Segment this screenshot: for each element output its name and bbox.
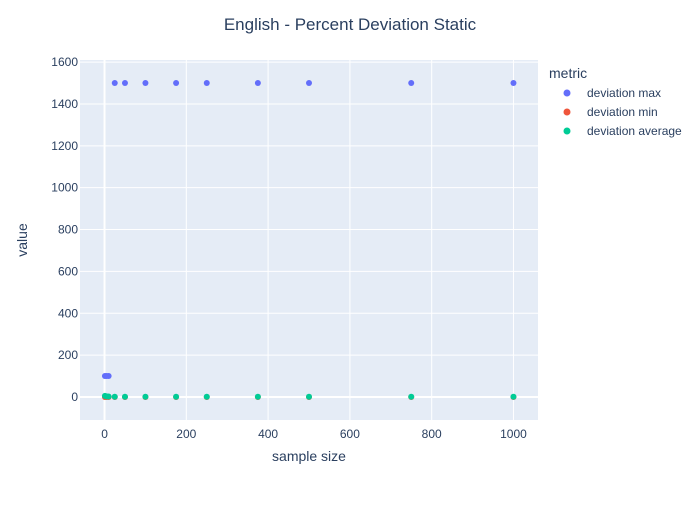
data-point [105, 393, 112, 400]
x-tick-label: 400 [258, 427, 278, 441]
y-axis-ticks: 0 200 400 600 800 1000 1200 1400 1600 [51, 55, 78, 404]
data-point [203, 393, 210, 400]
legend-title: metric [549, 65, 587, 81]
data-point [510, 393, 517, 400]
data-point [121, 80, 128, 87]
y-tick-label: 1000 [51, 181, 78, 195]
data-point [121, 393, 128, 400]
legend-marker [563, 89, 571, 97]
legend-item[interactable]: deviation average [563, 124, 683, 138]
data-point [306, 80, 312, 87]
x-tick-label: 800 [422, 427, 442, 441]
legend-item[interactable]: deviation max [563, 86, 662, 100]
data-point [306, 393, 312, 400]
legend-items[interactable]: deviation max deviation min deviation aver… [563, 86, 683, 138]
data-point [111, 393, 118, 400]
legend-marker [563, 127, 571, 135]
y-tick-label: 200 [58, 348, 78, 362]
y-tick-label: 0 [71, 390, 78, 404]
data-point [173, 393, 180, 400]
y-tick-label: 800 [58, 223, 78, 237]
legend-item[interactable]: deviation min [563, 105, 658, 119]
data-point [105, 373, 112, 380]
data-point [408, 80, 415, 87]
x-axis-ticks: 0 200 400 600 800 1000 [101, 427, 527, 441]
x-tick-label: 200 [176, 427, 196, 441]
data-point [254, 80, 261, 87]
x-tick-label: 0 [101, 427, 108, 441]
chart-title: English - Percent Deviation Static [224, 15, 477, 34]
y-tick-label: 1400 [51, 97, 78, 111]
data-point [173, 80, 180, 87]
plot-area [80, 60, 538, 420]
data-point [203, 80, 210, 87]
y-axis-title: value [14, 223, 30, 257]
data-point [142, 393, 149, 400]
series-deviation-average [101, 392, 517, 400]
data-point [142, 80, 149, 87]
legend-label: deviation max [587, 86, 661, 100]
x-tick-label: 1000 [500, 427, 527, 441]
y-tick-label: 1200 [51, 139, 78, 153]
y-tick-label: 1600 [51, 55, 78, 69]
series-deviation-max [101, 80, 517, 380]
y-tick-label: 400 [58, 306, 78, 320]
x-axis-title: sample size [272, 448, 346, 464]
data-point [111, 80, 118, 87]
legend-label: deviation min [587, 105, 658, 119]
data-point [408, 393, 415, 400]
x-tick-label: 600 [340, 427, 360, 441]
grid-lines [80, 60, 538, 420]
data-points [101, 80, 517, 400]
legend-marker [563, 108, 571, 116]
y-tick-label: 600 [58, 264, 78, 278]
data-point [510, 80, 517, 87]
legend-label: deviation average [587, 124, 682, 138]
data-point [254, 393, 261, 400]
